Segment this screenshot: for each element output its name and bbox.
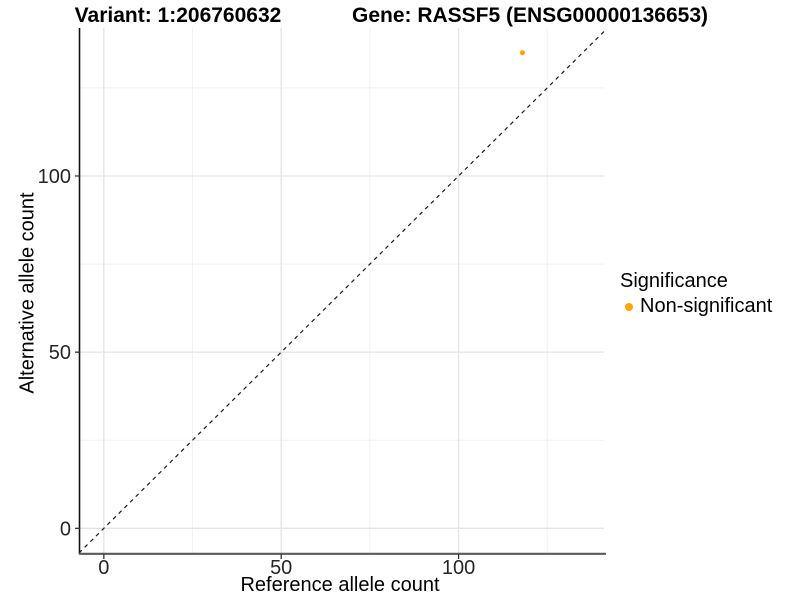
identity-line (78, 31, 605, 554)
legend-title: Significance (620, 270, 728, 292)
y-tick-label: 100 (38, 166, 71, 188)
legend-point-icon (625, 302, 633, 311)
legend-item: Non-significant (620, 295, 772, 318)
y-tick-label: 0 (60, 518, 71, 540)
legend-item-label: Non-significant (640, 295, 773, 317)
y-axis-label: Alternative allele count (16, 192, 39, 394)
legend: Significance Non-significant (620, 270, 772, 318)
x-tick-label: 100 (442, 557, 475, 579)
x-tick-label: 50 (270, 557, 292, 579)
plot-title-variant: Variant: 1:206760632 (74, 4, 282, 27)
x-axis-label: Reference allele count (240, 574, 440, 596)
y-tick-label: 50 (49, 342, 71, 364)
x-tick-label: 0 (98, 557, 109, 579)
data-point (519, 50, 526, 56)
plot-title-gene: Gene: RASSF5 (ENSG00000136653) (351, 4, 709, 27)
